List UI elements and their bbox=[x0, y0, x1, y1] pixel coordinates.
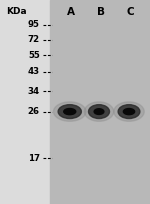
Text: 17: 17 bbox=[28, 154, 40, 163]
Text: KDa: KDa bbox=[6, 7, 27, 16]
Ellipse shape bbox=[58, 105, 81, 119]
Text: A: A bbox=[66, 7, 75, 17]
Ellipse shape bbox=[88, 105, 110, 119]
Text: C: C bbox=[127, 7, 134, 17]
Ellipse shape bbox=[84, 102, 114, 121]
Ellipse shape bbox=[114, 102, 144, 121]
Text: B: B bbox=[96, 7, 105, 17]
Text: 26: 26 bbox=[28, 107, 40, 116]
Text: 55: 55 bbox=[28, 51, 40, 60]
Ellipse shape bbox=[118, 105, 140, 119]
Text: 95: 95 bbox=[28, 20, 40, 29]
Text: 43: 43 bbox=[28, 67, 40, 76]
Text: 72: 72 bbox=[28, 35, 40, 44]
Ellipse shape bbox=[64, 109, 76, 115]
Ellipse shape bbox=[123, 109, 135, 115]
Text: 34: 34 bbox=[28, 87, 40, 96]
Bar bbox=[0, 0, 50, 204]
Ellipse shape bbox=[54, 102, 86, 121]
Ellipse shape bbox=[94, 109, 104, 114]
Bar bbox=[50, 0, 150, 204]
